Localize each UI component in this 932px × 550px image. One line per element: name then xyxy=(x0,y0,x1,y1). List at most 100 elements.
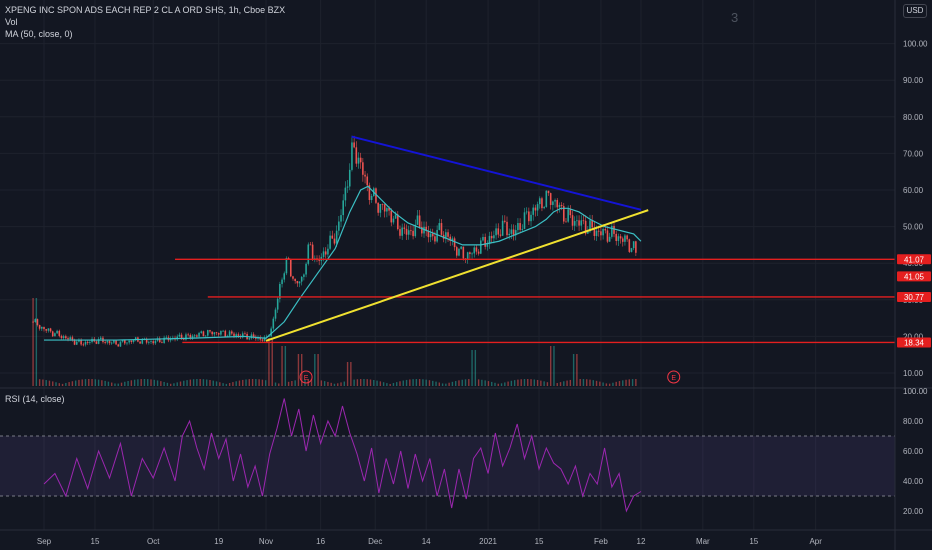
volume-bar xyxy=(84,379,87,386)
candle-body xyxy=(418,215,421,227)
candle-body xyxy=(248,338,251,340)
candle-body xyxy=(134,337,137,341)
candle-body xyxy=(80,340,82,345)
candle-body xyxy=(327,248,329,255)
candle-body xyxy=(538,198,541,205)
volume-bar xyxy=(543,381,545,386)
ma-legend[interactable]: MA (50, close, 0) xyxy=(5,29,73,39)
currency-badge[interactable]: USD xyxy=(903,4,927,18)
candle-body xyxy=(512,229,515,236)
rsi-tick-label: 20.00 xyxy=(903,507,924,516)
time-tick-label: 14 xyxy=(422,537,431,546)
volume-bar xyxy=(35,298,38,386)
volume-bar xyxy=(150,379,152,386)
volume-bar xyxy=(504,382,506,386)
candle-body xyxy=(121,340,124,342)
volume-bar xyxy=(448,382,450,386)
candle-body xyxy=(613,225,615,234)
candle-body xyxy=(567,209,569,222)
candle-body xyxy=(272,318,275,329)
rsi-legend[interactable]: RSI (14, close) xyxy=(5,394,65,404)
volume-bar xyxy=(418,379,421,386)
volume-legend[interactable]: Vol xyxy=(5,17,18,27)
candle-body xyxy=(355,147,358,164)
trendlines[interactable] xyxy=(265,135,649,342)
candle-body xyxy=(497,228,500,235)
candle-body xyxy=(283,273,286,280)
candle-body xyxy=(434,236,436,242)
candle-body xyxy=(244,333,246,335)
volume-bar xyxy=(186,380,188,386)
volume-bar xyxy=(579,379,581,386)
volume-bar xyxy=(477,379,480,386)
candle-body xyxy=(552,201,554,205)
candle-body xyxy=(484,236,486,247)
candle-body xyxy=(462,246,465,259)
volume-bar xyxy=(445,383,447,386)
candle-body xyxy=(331,235,334,239)
candle-body xyxy=(154,340,157,344)
volume-bar xyxy=(549,346,552,386)
candle-body xyxy=(294,278,296,281)
candle-body xyxy=(141,339,144,344)
candle-body xyxy=(353,142,355,148)
volume-bar xyxy=(58,383,60,386)
candle-body xyxy=(285,257,288,274)
candle-body xyxy=(508,233,510,236)
price-tick-label: 90.00 xyxy=(903,76,924,85)
volume-bar xyxy=(183,380,185,386)
candle-body xyxy=(152,341,154,344)
volume-bar xyxy=(487,381,490,386)
candle-body xyxy=(196,335,198,337)
candle-body xyxy=(514,230,517,236)
candle-body xyxy=(71,337,74,341)
earnings-marker xyxy=(667,370,681,384)
candle-body xyxy=(617,236,620,241)
volume-bar xyxy=(219,382,221,386)
candle-body xyxy=(228,331,231,336)
volume-bar xyxy=(412,379,414,386)
volume-bar xyxy=(317,354,319,386)
price-label-text: 41.07 xyxy=(904,255,925,264)
volume-bar xyxy=(350,362,352,386)
candle-body xyxy=(397,214,399,230)
candle-body xyxy=(65,336,67,339)
price-labels: 41.07 41.05 30.77 18.34 xyxy=(897,254,931,348)
candle-body xyxy=(482,236,484,241)
rsi-tick-label: 40.00 xyxy=(903,477,924,486)
candle-body xyxy=(506,221,508,236)
candle-body xyxy=(383,204,386,212)
volume-bar xyxy=(533,379,536,386)
volume-bar xyxy=(206,379,208,386)
candle-body xyxy=(405,228,408,235)
candle-body xyxy=(84,341,87,345)
resistance-trendline xyxy=(351,135,642,211)
volume-bar xyxy=(38,379,41,386)
candle-body xyxy=(545,190,548,207)
candle-body xyxy=(475,247,478,252)
volume-bar xyxy=(507,381,509,386)
candle-body xyxy=(60,335,63,339)
symbol-legend[interactable]: XPENG INC SPON ADS EACH REP 2 CL A ORD S… xyxy=(5,5,286,15)
volume-bar xyxy=(55,382,57,386)
candle-body xyxy=(191,335,194,338)
volume-bar xyxy=(589,379,591,386)
volume-bar xyxy=(192,379,195,386)
volume-bar xyxy=(104,380,106,386)
price-tick-label: 10.00 xyxy=(903,369,924,378)
volume-bar xyxy=(310,379,313,386)
candle-body xyxy=(436,229,438,242)
volume-bar xyxy=(625,379,627,386)
candle-body xyxy=(241,333,244,338)
volume-bar xyxy=(232,382,234,386)
candle-body xyxy=(486,244,489,247)
candle-body xyxy=(198,332,200,337)
volume-bar xyxy=(635,379,637,386)
horizontal-levels[interactable] xyxy=(175,258,895,344)
volume-bar xyxy=(494,382,496,386)
candle-body xyxy=(401,227,403,236)
candle-body xyxy=(150,341,152,342)
volume-bar xyxy=(91,379,93,386)
